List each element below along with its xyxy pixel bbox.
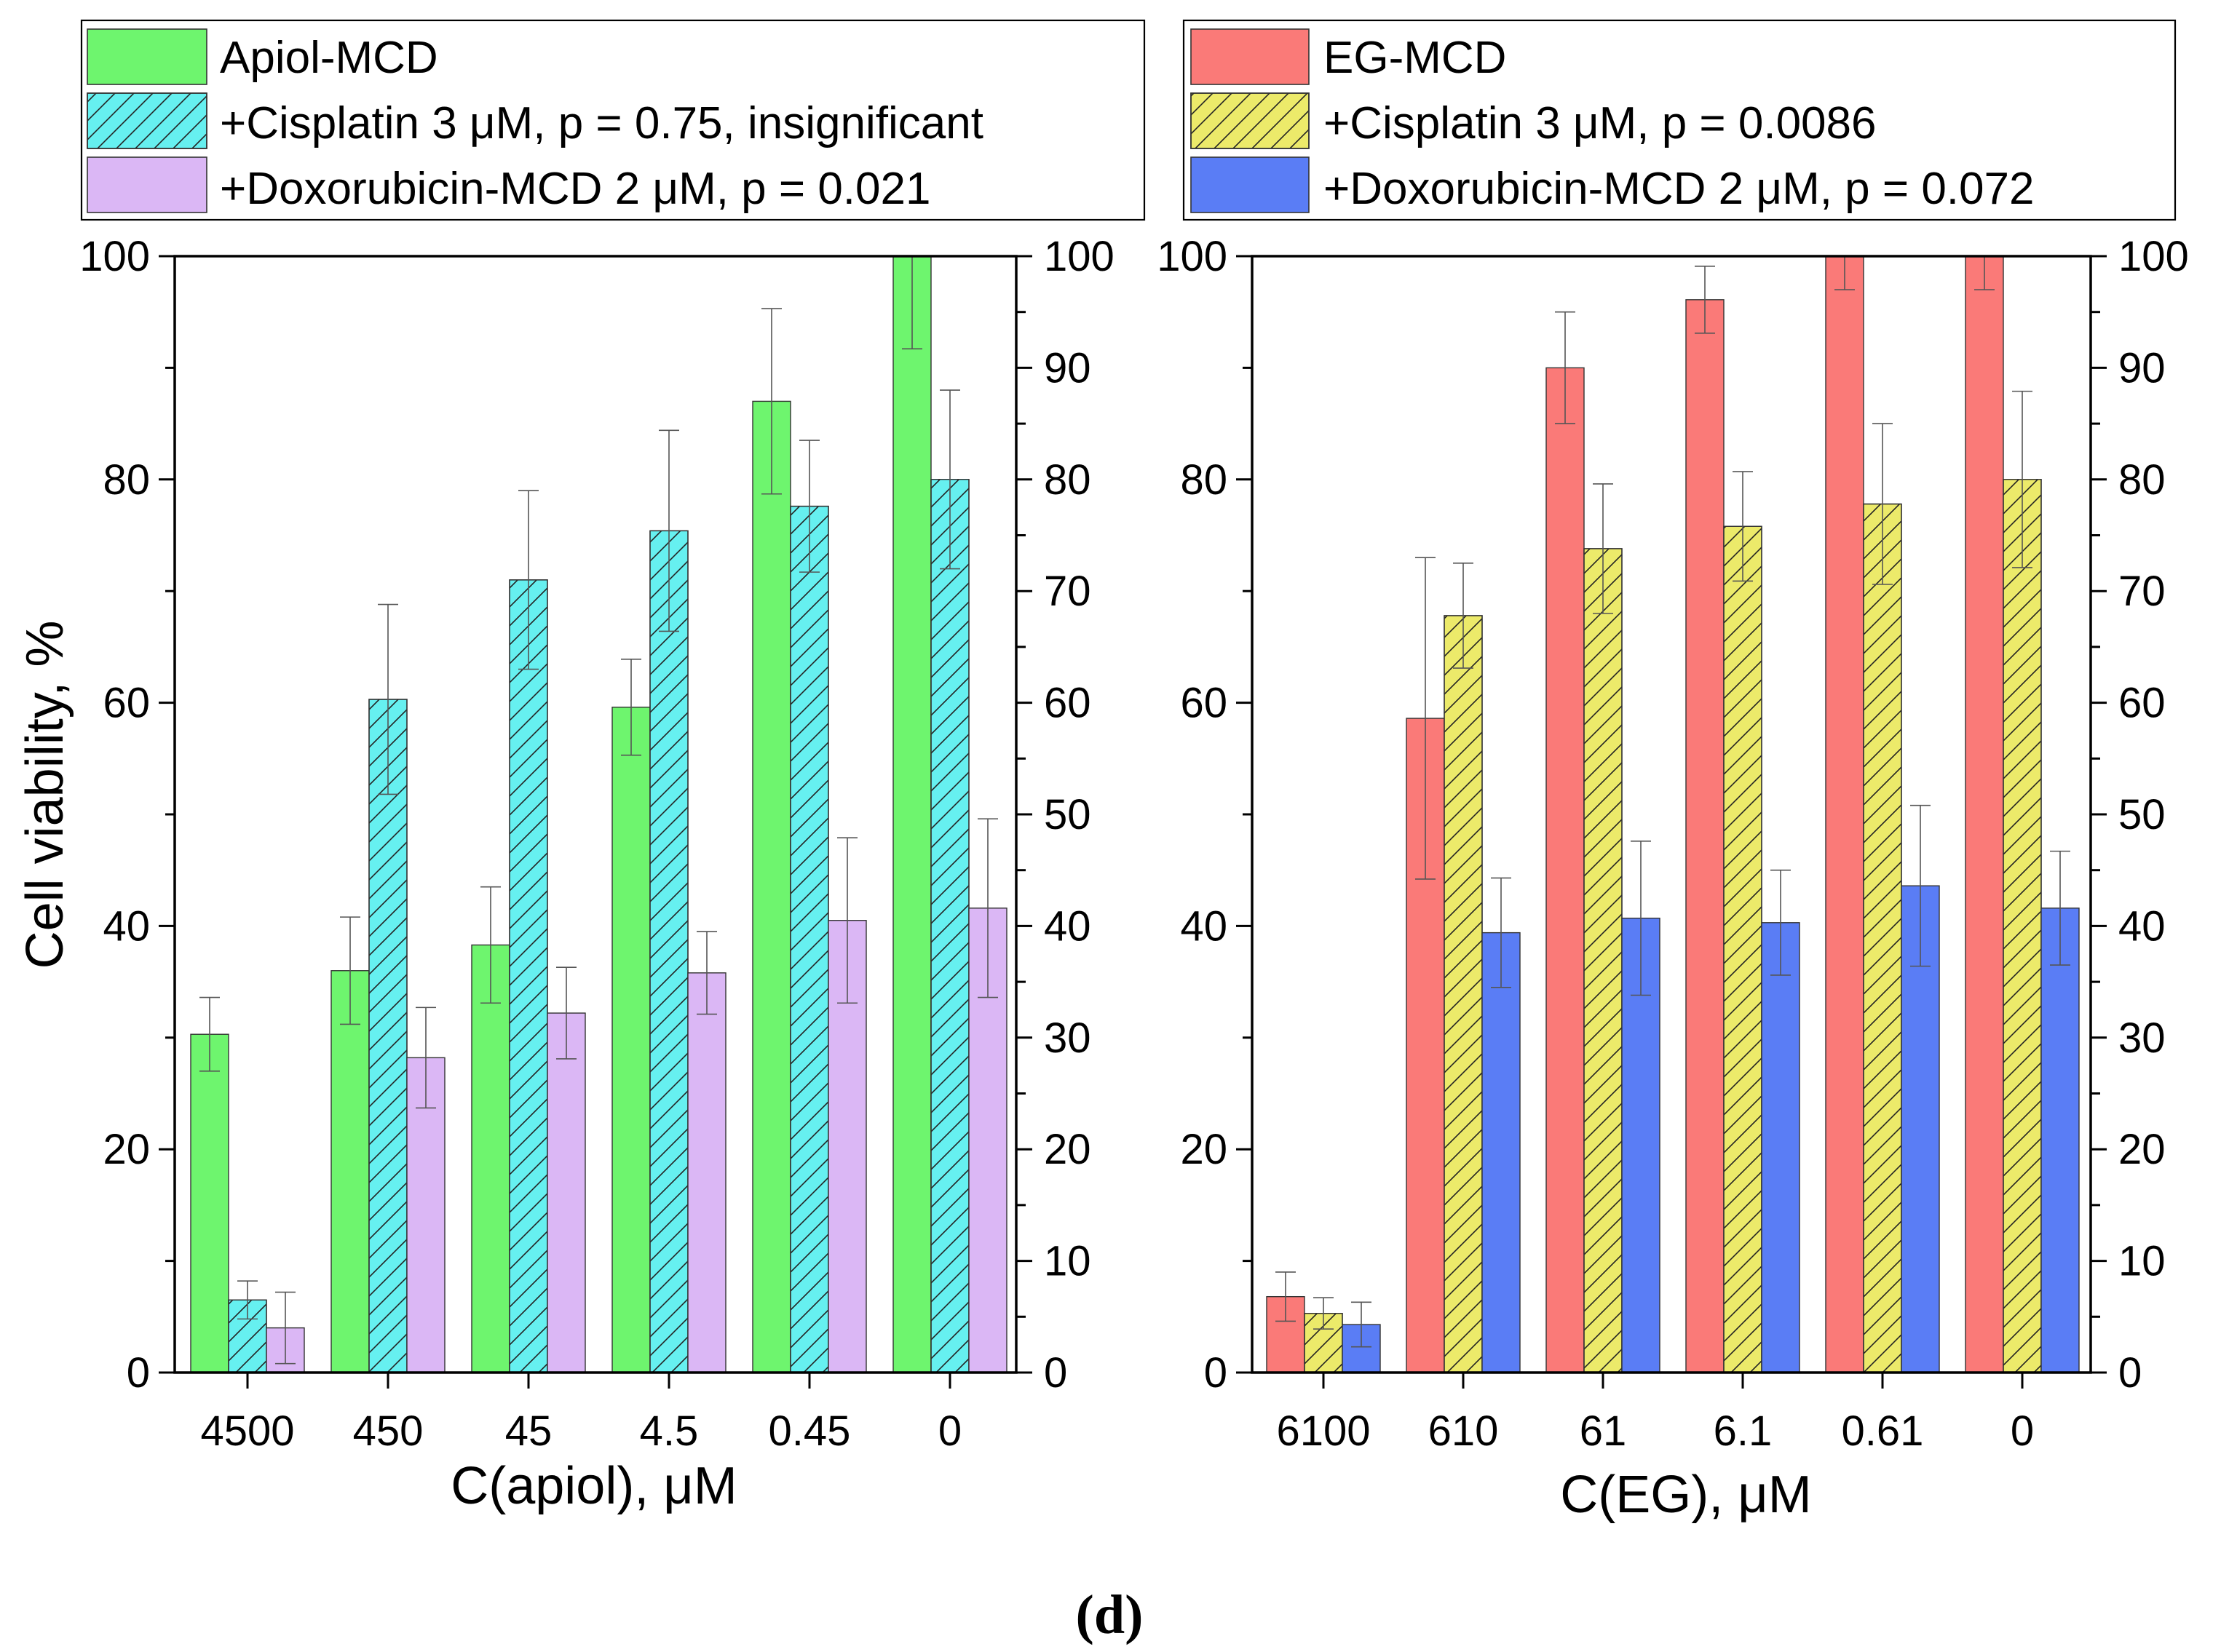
y-axis-title: Cell viability, % xyxy=(16,621,74,969)
right-x-tick-label-2: 61 xyxy=(1580,1407,1627,1455)
right-right-y-tick-label-10: 10 xyxy=(2118,1238,2166,1285)
left-right-y-tick-label-40: 40 xyxy=(1044,902,1091,950)
left-y-tick-label-20: 20 xyxy=(103,1126,150,1173)
right-plot-frame xyxy=(1251,255,2092,1374)
left-bar-2-2 xyxy=(547,1012,586,1373)
left-right-y-tick-label-30: 30 xyxy=(1044,1014,1091,1062)
left-x-tick-label-2: 45 xyxy=(505,1407,553,1455)
right-bar-5-2 xyxy=(2040,908,2080,1373)
right-legend-swatch-2 xyxy=(1190,156,1310,213)
left-bar-hatch-3-1 xyxy=(649,530,689,1373)
left-legend: Apiol-MCD +Cisplatin 3 μM, p = 0.75, ins… xyxy=(80,19,1146,221)
right-y-tick-label-0: 0 xyxy=(1204,1349,1227,1397)
right-right-y-tick-label-30: 30 xyxy=(2118,1014,2166,1062)
right-legend-label-0: EG-MCD xyxy=(1323,33,1506,83)
right-bar-hatch-1-1 xyxy=(1444,615,1483,1373)
right-bar-hatch-2-1 xyxy=(1583,548,1623,1373)
right-legend-label-1: +Cisplatin 3 μM, p = 0.0086 xyxy=(1323,98,1877,148)
left-bar-5-0 xyxy=(892,255,932,1373)
right-chart-panel: 6100 610 61 6.1 0.61 0 0 20 40 60 80 100 0 10 20 30 40 50… xyxy=(1157,233,2189,1455)
left-legend-label-2: +Doxorubicin-MCD 2 μM, p = 0.021 xyxy=(220,164,930,214)
right-right-y-tick-label-20: 20 xyxy=(2118,1126,2166,1173)
right-bar-4-0 xyxy=(1825,255,1864,1373)
right-x-tick-label-5: 0 xyxy=(2011,1407,2034,1455)
left-bar-0-0 xyxy=(190,1033,229,1373)
right-legend-label-2: +Doxorubicin-MCD 2 μM, p = 0.072 xyxy=(1323,164,2034,214)
left-bar-1-0 xyxy=(330,970,370,1373)
right-bar-2-0 xyxy=(1545,367,1585,1373)
left-right-y-tick-label-20: 20 xyxy=(1044,1126,1091,1173)
figure-label: (d) xyxy=(1076,1584,1144,1645)
left-bar-hatch-4-1 xyxy=(790,505,829,1373)
right-legend-swatch-1-hatch xyxy=(1190,92,1310,149)
right-right-y-tick-label-70: 70 xyxy=(2118,568,2166,615)
left-bar-2-0 xyxy=(471,944,510,1373)
left-x-tick-label-5: 0 xyxy=(938,1407,962,1455)
right-bar-4-2 xyxy=(1901,885,1940,1373)
left-bar-hatch-1-1 xyxy=(368,699,408,1373)
right-y-tick-label-40: 40 xyxy=(1180,902,1227,950)
right-y-tick-label-20: 20 xyxy=(1180,1126,1227,1173)
right-x-tick-label-4: 0.61 xyxy=(1842,1407,1924,1455)
left-right-y-tick-label-0: 0 xyxy=(1044,1349,1067,1397)
right-bar-3-0 xyxy=(1685,299,1725,1373)
left-legend-swatch-1-hatch xyxy=(87,92,207,149)
left-bar-hatch-5-1 xyxy=(930,479,970,1373)
right-x-tick-label-1: 610 xyxy=(1428,1407,1499,1455)
right-y-tick-label-60: 60 xyxy=(1180,680,1227,727)
left-chart-panel: 4500 450 45 4.5 0.45 0 0 20 40 60 80 100 0 10 20 30 40 50… xyxy=(79,233,1115,1455)
right-bar-3-2 xyxy=(1761,922,1800,1373)
left-y-tick-label-80: 80 xyxy=(103,456,150,504)
right-legend: EG-MCD +Cisplatin 3 μM, p = 0.0086 +Doxo… xyxy=(1182,19,2177,221)
left-x-tick-label-0: 4500 xyxy=(200,1407,294,1455)
left-right-y-tick-label-50: 50 xyxy=(1044,791,1091,838)
right-right-y-tick-label-80: 80 xyxy=(2118,456,2166,504)
right-bar-1-2 xyxy=(1481,932,1521,1373)
right-bar-5-0 xyxy=(1965,255,2004,1373)
right-x-tick-label-0: 6100 xyxy=(1276,1407,1370,1455)
right-y-tick-label-100: 100 xyxy=(1157,233,1227,280)
left-y-tick-label-40: 40 xyxy=(103,902,150,950)
left-legend-swatch-0 xyxy=(87,28,207,85)
left-x-axis-title: C(apiol), μM xyxy=(451,1457,737,1515)
left-legend-box xyxy=(80,19,1146,221)
right-right-y-tick-label-100: 100 xyxy=(2118,233,2189,280)
left-x-tick-label-4: 0.45 xyxy=(769,1407,851,1455)
right-right-y-tick-label-60: 60 xyxy=(2118,680,2166,727)
left-legend-label-0: Apiol-MCD xyxy=(220,33,438,83)
left-plot-frame xyxy=(173,255,1018,1374)
right-right-y-tick-label-0: 0 xyxy=(2118,1349,2142,1397)
left-bar-1-2 xyxy=(406,1057,446,1373)
left-y-tick-label-100: 100 xyxy=(79,233,150,280)
right-y-tick-label-80: 80 xyxy=(1180,456,1227,504)
left-bar-3-0 xyxy=(611,707,651,1373)
left-right-y-tick-label-90: 90 xyxy=(1044,344,1091,392)
right-bar-hatch-5-1 xyxy=(2003,479,2042,1373)
right-bar-hatch-3-1 xyxy=(1723,525,1762,1373)
right-right-y-tick-label-40: 40 xyxy=(2118,902,2166,950)
right-right-y-tick-label-90: 90 xyxy=(2118,344,2166,392)
left-x-tick-label-1: 450 xyxy=(353,1407,424,1455)
left-right-y-tick-label-60: 60 xyxy=(1044,680,1091,727)
left-legend-swatch-2 xyxy=(87,156,207,213)
left-right-y-tick-label-80: 80 xyxy=(1044,456,1091,504)
left-y-tick-label-60: 60 xyxy=(103,680,150,727)
left-legend-label-1: +Cisplatin 3 μM, p = 0.75, insignificant xyxy=(220,98,983,148)
right-right-y-tick-label-50: 50 xyxy=(2118,791,2166,838)
right-legend-box xyxy=(1182,19,2177,221)
left-y-tick-label-0: 0 xyxy=(127,1349,150,1397)
right-bar-hatch-4-1 xyxy=(1863,503,1902,1373)
left-right-y-tick-label-100: 100 xyxy=(1044,233,1115,280)
left-bar-3-2 xyxy=(687,972,727,1373)
left-bar-hatch-2-1 xyxy=(509,579,548,1373)
right-x-axis-title: C(EG), μM xyxy=(1560,1466,1811,1524)
left-right-y-tick-label-10: 10 xyxy=(1044,1238,1091,1285)
left-bar-4-0 xyxy=(752,400,791,1373)
left-x-tick-label-3: 4.5 xyxy=(640,1407,699,1455)
right-legend-swatch-0 xyxy=(1190,28,1310,85)
left-right-y-tick-label-70: 70 xyxy=(1044,568,1091,615)
right-x-tick-label-3: 6.1 xyxy=(1714,1407,1773,1455)
